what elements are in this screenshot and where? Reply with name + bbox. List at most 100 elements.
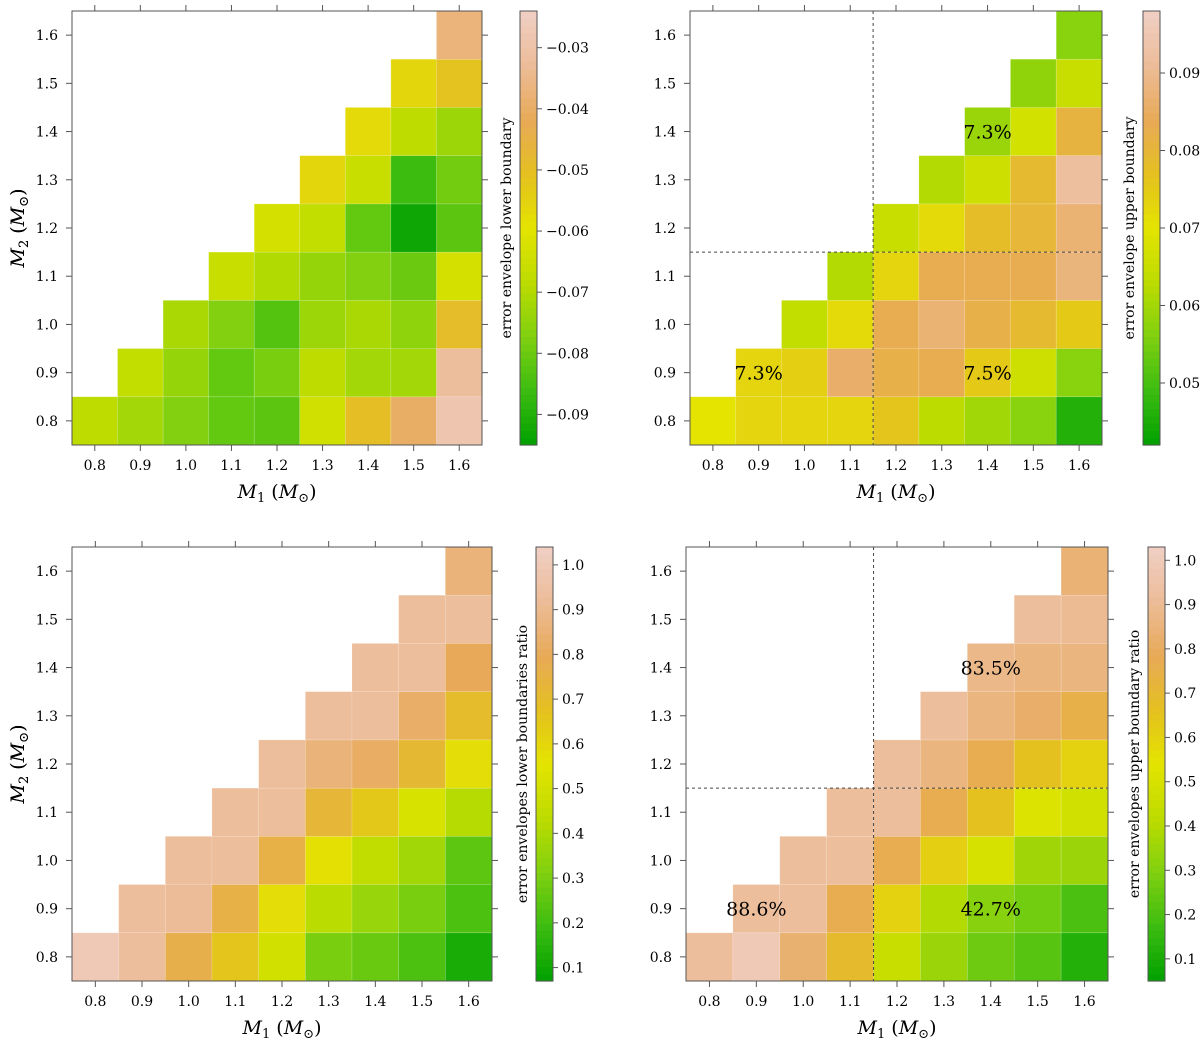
colorbar-segment (536, 886, 553, 895)
heatmap-cell (1010, 251, 1057, 301)
colorbar-segment (536, 966, 553, 975)
colorbar-segment (1148, 756, 1165, 765)
colorbar-segment (1143, 25, 1160, 34)
heatmap-cell (436, 300, 483, 349)
x-tick-label: 1.6 (1073, 994, 1095, 1010)
percent-annotation: 42.7% (961, 899, 1021, 921)
colorbar-tick-label: 0.06 (1169, 299, 1200, 315)
colorbar-segment (1143, 90, 1160, 99)
heatmap-cell (920, 739, 968, 789)
x-tick-label: 0.8 (702, 458, 724, 474)
colorbar-segment (520, 401, 537, 410)
colorbar-segment (1148, 648, 1165, 657)
x-tick-label: 1.6 (458, 994, 480, 1010)
colorbar-tick-label: −0.07 (546, 285, 589, 301)
colorbar-segment (1143, 155, 1160, 164)
y-tick-label: 1.4 (654, 125, 676, 141)
heatmap-cell (208, 300, 255, 349)
heatmap-cell (299, 251, 346, 301)
heatmap-cell (732, 932, 781, 982)
heatmap-cell (445, 691, 493, 741)
x-tick-label: 1.2 (885, 458, 907, 474)
colorbar-segment (520, 235, 537, 244)
heatmap-cell (920, 836, 968, 885)
heatmap-cell (398, 594, 446, 644)
x-axis-label: M1 (M⊙) (237, 481, 317, 506)
colorbar-segment (1143, 235, 1160, 244)
heatmap-cell (967, 739, 1015, 789)
colorbar-segment (1143, 213, 1160, 222)
heatmap-cell (258, 787, 306, 837)
colorbar-segment (1143, 54, 1160, 63)
colorbar-segment (536, 547, 553, 555)
colorbar-segment (536, 626, 553, 635)
heatmap-cell (162, 300, 209, 349)
colorbar-segment (1143, 97, 1160, 106)
colorbar-segment (520, 112, 537, 121)
heatmap-cell (1055, 58, 1103, 108)
colorbar-tick-label: 0.9 (1174, 598, 1196, 614)
heatmap-cell (918, 251, 965, 301)
colorbar-segment (1148, 568, 1165, 577)
heatmap-cell (351, 739, 399, 789)
colorbar-segment (520, 307, 537, 316)
y-tick-label: 0.9 (650, 902, 672, 918)
heatmap-cell (253, 348, 301, 398)
colorbar-segment (1143, 329, 1160, 338)
colorbar-segment (536, 619, 553, 628)
colorbar-frame (535, 546, 554, 982)
colorbar-segment (536, 843, 553, 852)
y-tick-label: 0.8 (36, 414, 58, 430)
colorbar-segment (1143, 271, 1160, 280)
colorbar-segment (1148, 836, 1165, 845)
heatmap-cell (305, 836, 353, 885)
colorbar-segment (1148, 597, 1165, 606)
colorbar-tick-label: 1.0 (1174, 553, 1196, 569)
heatmap-cell (872, 396, 920, 446)
heatmap-cell (445, 643, 493, 692)
heatmap-cell (1055, 348, 1103, 398)
y-tick-label: 1.5 (36, 76, 58, 92)
x-tick-label: 1.0 (792, 994, 814, 1010)
heatmap-cell (918, 396, 965, 446)
colorbar-segment (536, 575, 553, 584)
colorbar-segment (520, 83, 537, 92)
heatmap-cell (211, 836, 259, 885)
colorbar-segment (1148, 843, 1165, 852)
heatmap-cell (735, 348, 782, 398)
x-tick-label: 1.3 (311, 458, 333, 474)
colorbar-segment (1143, 394, 1160, 403)
colorbar-segment (536, 973, 553, 982)
colorbar-segment (520, 408, 537, 417)
y-tick-label: 1.1 (650, 805, 672, 821)
x-tick-label: 0.9 (129, 458, 151, 474)
y-tick-label: 1.0 (654, 317, 676, 333)
svg-text:M1 (M⊙): M1 (M⊙) (237, 481, 317, 506)
heatmap-cell (162, 348, 209, 398)
colorbar-segment (520, 18, 537, 27)
x-tick-label: 1.4 (980, 994, 1002, 1010)
heatmap-cell (436, 155, 483, 205)
x-tick-label: 1.2 (271, 994, 293, 1010)
colorbar-segment (520, 206, 537, 215)
colorbar-segment (536, 952, 553, 960)
colorbar-segment (1148, 633, 1165, 642)
colorbar-tick-label: 0.5 (1174, 775, 1196, 791)
heatmap-cell (1010, 107, 1057, 156)
colorbar-segment (1143, 220, 1160, 229)
colorbar-segment (536, 554, 553, 563)
heatmap-cell (1013, 691, 1062, 741)
colorbar-segment (536, 749, 553, 758)
colorbar-segment (1148, 749, 1165, 758)
colorbar-segment (1148, 677, 1165, 686)
colorbar-segment (536, 836, 553, 845)
heatmap-cell (445, 932, 493, 982)
y-tick-label: 1.2 (36, 221, 58, 237)
colorbar-segment (1148, 713, 1165, 722)
y-axis-label: M2 (M⊙) (7, 189, 32, 269)
colorbar-segment (536, 597, 553, 606)
heatmap-panel-upper-boundary-ratio: 83.5% 88.6% 42.7% 0.8 0.9 1.0 1.1 1.2 1.3 1.4 1.5 1… (7, 541, 1196, 1041)
heatmap-cell (117, 348, 164, 398)
colorbar-segment (1143, 105, 1160, 113)
